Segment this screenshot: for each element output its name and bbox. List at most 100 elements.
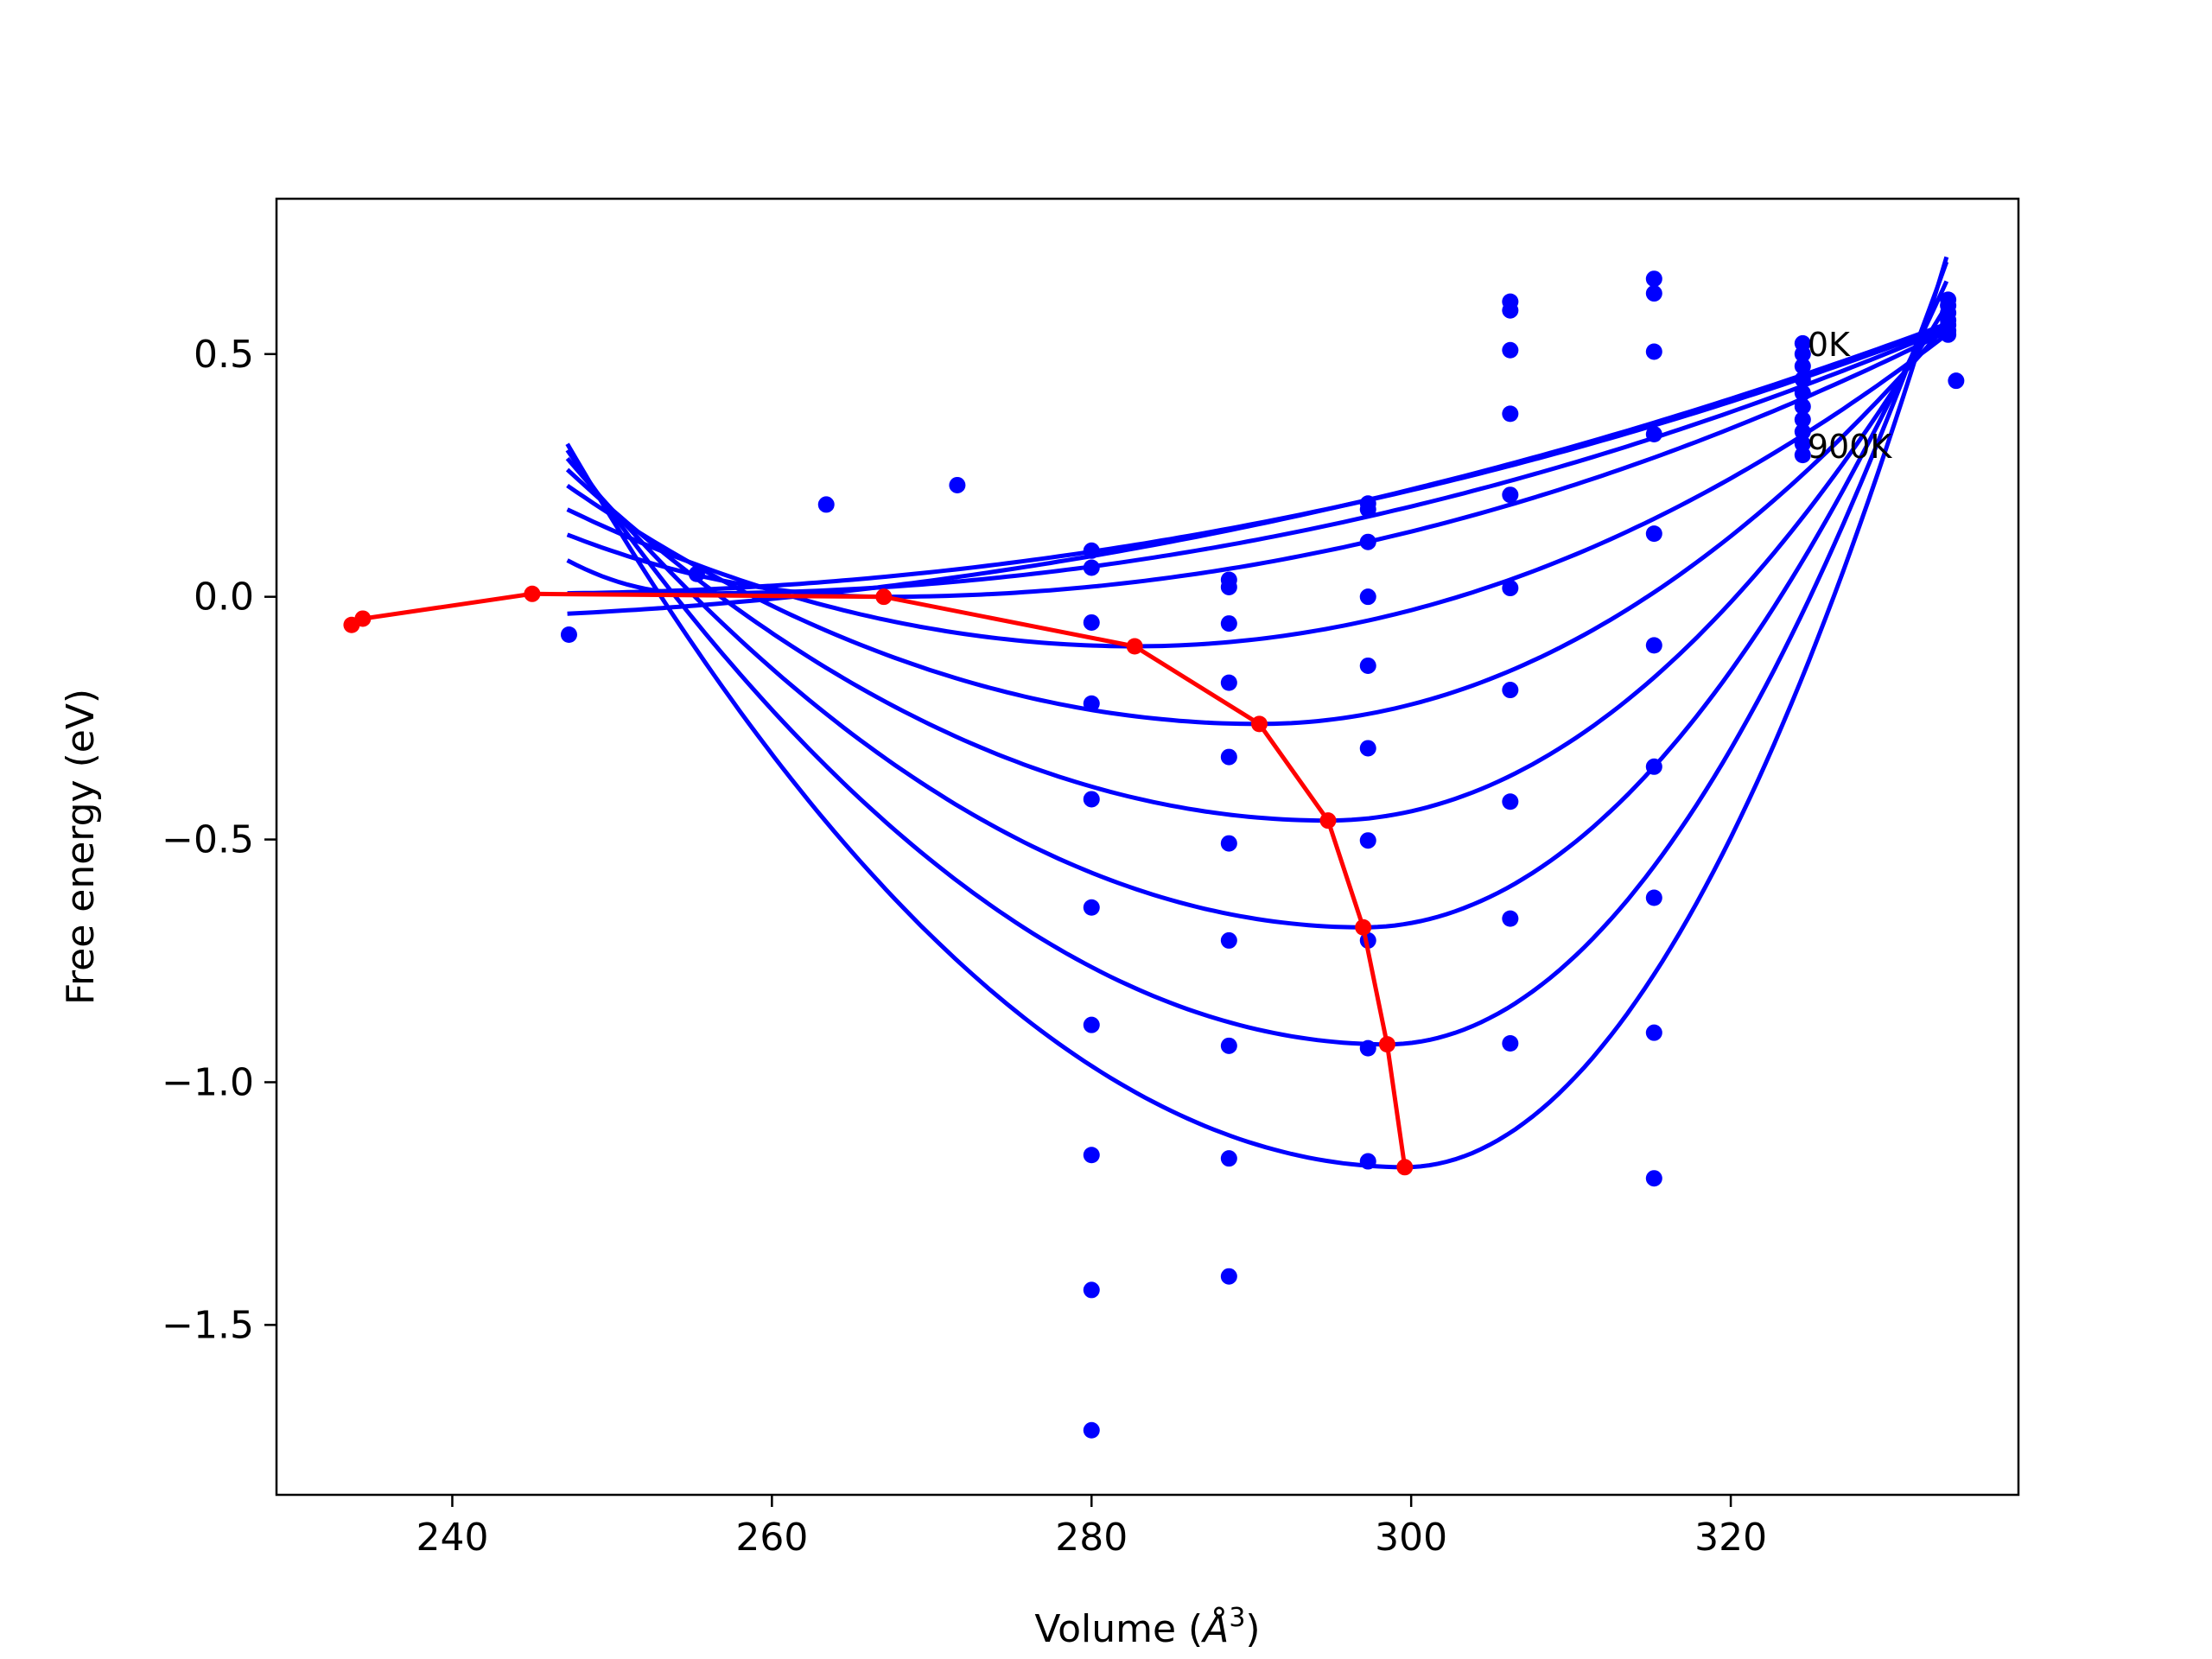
data-point [1794, 385, 1811, 402]
temperature-annotation: 0K [1808, 326, 1851, 364]
data-point [1220, 615, 1237, 632]
data-point [1502, 341, 1519, 359]
data-point [1794, 397, 1811, 415]
minima-point [875, 588, 893, 606]
data-point [1794, 371, 1811, 388]
y-tick-label: −0.5 [162, 818, 254, 862]
data-point [1645, 270, 1662, 288]
axes-frame [275, 197, 2020, 1497]
data-point [1359, 588, 1376, 606]
data-point [1083, 1016, 1100, 1033]
data-point [1794, 447, 1811, 464]
data-point [1083, 559, 1100, 576]
fit-curve-300K [566, 329, 1948, 600]
x-axis-ticks: 240 260 280 300 320 [416, 1495, 1767, 1560]
x-tick-label: 260 [735, 1516, 808, 1560]
y-tick-label: −1.5 [162, 1303, 254, 1347]
data-point [817, 496, 835, 513]
data-point [1359, 657, 1376, 674]
data-point [1220, 748, 1237, 766]
fit-curve-900K [565, 256, 1949, 1170]
data-points [560, 270, 1965, 1439]
minima-point [524, 585, 541, 602]
fit-curve-600K [565, 304, 1948, 823]
data-point [949, 476, 966, 493]
minima-point [354, 610, 372, 627]
x-tick-label: 320 [1694, 1516, 1767, 1560]
data-point [1794, 346, 1811, 363]
data-point [1502, 486, 1519, 504]
data-point [1083, 613, 1100, 631]
data-point [1502, 1035, 1519, 1052]
data-point [1220, 674, 1237, 691]
data-point [1083, 1147, 1100, 1164]
minima-point [1126, 638, 1143, 655]
data-point [1645, 637, 1662, 654]
data-point [1502, 580, 1519, 597]
data-point [1645, 1170, 1662, 1187]
data-point [1359, 533, 1376, 550]
data-point [1359, 832, 1376, 849]
data-point [1220, 1268, 1237, 1285]
data-point [1502, 910, 1519, 927]
data-point [1083, 1421, 1100, 1439]
y-tick-label: −1.0 [162, 1060, 254, 1104]
y-tick-label: 0.5 [194, 333, 254, 377]
data-point [1948, 372, 1965, 390]
minima-point [1355, 918, 1372, 936]
data-point [1940, 326, 1957, 343]
data-point [1645, 425, 1662, 442]
data-point [1359, 501, 1376, 518]
minima-point [1250, 715, 1268, 733]
fit-curve-700K [565, 280, 1949, 930]
data-point [1359, 1153, 1376, 1170]
data-point [1359, 740, 1376, 757]
data-point [1645, 1024, 1662, 1041]
data-point [1940, 291, 1957, 308]
x-tick-label: 300 [1375, 1516, 1447, 1560]
minima-line [350, 591, 1408, 1168]
data-point [1083, 695, 1100, 712]
data-point [1359, 1039, 1376, 1057]
data-point [1083, 899, 1100, 916]
data-point [1645, 525, 1662, 543]
x-axis-label: Volume (Å3) [1034, 1603, 1260, 1651]
minima-series [343, 585, 1414, 1176]
x-tick-label: 240 [416, 1516, 488, 1560]
data-point [1220, 835, 1237, 852]
minima-point [1396, 1159, 1414, 1176]
data-point [688, 565, 705, 582]
data-point [1083, 542, 1100, 559]
data-point [1502, 793, 1519, 810]
data-point [1794, 423, 1811, 441]
annotations: 0K 900K [1808, 326, 1893, 466]
y-tick-label: 0.0 [194, 575, 254, 620]
data-point [1083, 791, 1100, 808]
data-point [1502, 682, 1519, 699]
data-point [1220, 1150, 1237, 1167]
minima-point [1378, 1036, 1395, 1053]
data-point [1645, 758, 1662, 775]
temperature-annotation: 900K [1808, 428, 1893, 466]
data-point [1645, 343, 1662, 360]
x-tick-label: 280 [1055, 1516, 1128, 1560]
data-point [1502, 405, 1519, 423]
data-point [1794, 411, 1811, 429]
plot-area [343, 256, 1965, 1439]
data-point [1220, 1037, 1237, 1054]
data-point [1220, 931, 1237, 949]
y-axis-ticks: 0.5 0.0 −0.5 −1.0 −1.5 [162, 333, 276, 1347]
fit-curve-800K [565, 261, 1949, 1047]
minima-point [1319, 812, 1337, 830]
data-point [1645, 889, 1662, 906]
y-axis-label: Free energy (eV) [59, 689, 103, 1005]
data-point [1794, 358, 1811, 375]
data-point [1220, 578, 1237, 595]
data-point [560, 626, 577, 643]
fit-curve-100K [567, 324, 1948, 596]
data-point [1083, 1281, 1100, 1299]
data-point [1645, 285, 1662, 302]
data-point [1502, 302, 1519, 319]
